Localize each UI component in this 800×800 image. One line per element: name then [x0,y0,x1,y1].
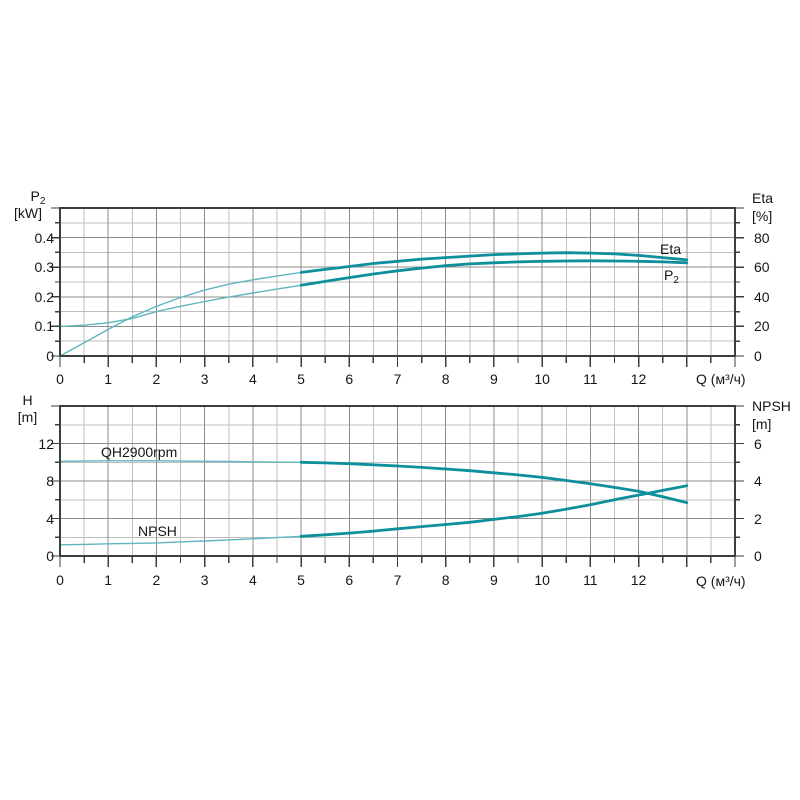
q-tick-label: 3 [200,572,209,588]
q-tick-label: 2 [152,572,161,588]
p-tick-label: 0.1 [34,318,54,335]
p-tick-label: 0.2 [34,288,54,305]
q-tick-label: 9 [490,572,498,588]
eta-axis-unit: [%] [752,208,773,224]
h-tick-label: 12 [38,435,54,452]
q-tick-label: 0 [56,572,64,588]
grid-major [60,208,735,356]
curve-qh2900rpm-thin [59,460,302,463]
p2-axis-title: P2 [30,188,46,207]
eta-tick-label: 0 [754,348,762,364]
flow-axis-unit-bottom: Q (м³/ч) [696,573,746,589]
eta-tick-label: 40 [754,288,770,305]
q-tick-label: 4 [248,572,257,588]
q-tick-label: 1 [104,572,113,588]
eta-tick-label: 60 [754,259,770,276]
q-tick-label: 7 [393,371,402,387]
h-tick-label: 8 [46,473,54,489]
eta-axis-title: Eta [752,190,774,206]
npsh-tick-label: 6 [754,435,762,452]
curve-eta-bold [299,251,689,274]
npsh-axis-title: NPSH [752,398,791,414]
npsh-tick-label: 4 [754,473,762,489]
axis-ticks [51,207,744,367]
q-tick-label: 7 [393,572,402,588]
curve-qh2900rpm-bold [299,460,689,504]
q-tick-label: 8 [441,371,450,387]
eta-tick-label: 20 [754,318,770,335]
npsh-axis-unit: [m] [752,416,772,432]
p-tick-label: 0 [46,348,54,364]
q-tick-label: 11 [583,572,598,588]
q-tick-label: 5 [297,572,305,588]
curve-npsh-thin [59,535,302,546]
grid-major [60,406,735,556]
eta-curve-label: Eta [660,241,682,257]
q-tick-label: 0 [56,371,64,387]
curve-eta-thin [59,271,302,357]
q-tick-label: 4 [248,371,257,387]
axis-ticks [51,405,744,567]
eta-tick-label: 80 [754,229,770,246]
q-tick-label: 11 [583,371,598,387]
q-tick-label: 2 [152,371,161,387]
q-tick-label: 10 [534,572,550,588]
q-tick-label: 6 [345,371,354,387]
flow-axis-unit-top: Q (м³/ч) [696,371,746,387]
q-tick-label: 10 [534,371,550,387]
curve-p2-bold [299,259,689,287]
q-tick-label: 5 [297,371,305,387]
curve-p2-thin [59,284,302,328]
npsh-tick-label: 0 [754,548,762,564]
q-tick-label: 12 [630,572,647,588]
head-axis-title: H [22,392,33,408]
h-tick-label: 4 [46,510,54,527]
npsh-tick-label: 2 [754,510,762,527]
q-tick-label: 9 [490,371,498,387]
h-tick-label: 0 [46,548,54,564]
qh-curve-label: QH2900rpm [101,444,178,460]
p-tick-label: 0.4 [34,229,54,246]
p2-curve-label: P2 [664,267,679,286]
q-tick-label: 8 [441,572,450,588]
curve-npsh-bold [299,484,689,538]
npsh-curve-label: NPSH [138,523,177,539]
head-axis-unit: [m] [17,409,38,425]
q-tick-label: 12 [630,371,647,387]
q-tick-label: 3 [200,371,209,387]
q-tick-label: 1 [104,371,113,387]
p2-axis-unit: [kW] [14,205,42,221]
q-tick-label: 6 [345,572,354,588]
p-tick-label: 0.3 [34,259,54,276]
